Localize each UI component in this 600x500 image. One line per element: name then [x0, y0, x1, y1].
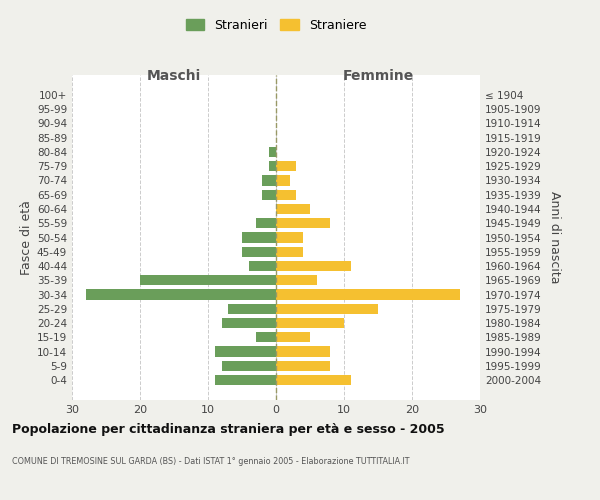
Bar	[215, 346, 276, 356]
Bar	[221, 360, 276, 371]
Bar	[262, 176, 276, 186]
Bar	[276, 275, 317, 285]
Bar	[242, 232, 276, 242]
Bar	[256, 218, 276, 228]
Bar	[262, 190, 276, 200]
Bar	[269, 147, 276, 157]
Bar	[249, 261, 276, 271]
Bar	[276, 304, 378, 314]
Bar	[140, 275, 276, 285]
Bar	[86, 290, 276, 300]
Bar	[276, 318, 344, 328]
Text: Popolazione per cittadinanza straniera per età e sesso - 2005: Popolazione per cittadinanza straniera p…	[12, 422, 445, 436]
Bar	[276, 190, 296, 200]
Bar	[269, 161, 276, 172]
Bar	[276, 218, 331, 228]
Bar	[276, 246, 303, 257]
Bar	[256, 332, 276, 342]
Text: COMUNE DI TREMOSINE SUL GARDA (BS) - Dati ISTAT 1° gennaio 2005 - Elaborazione T: COMUNE DI TREMOSINE SUL GARDA (BS) - Dat…	[12, 458, 409, 466]
Bar	[276, 261, 351, 271]
Bar	[215, 375, 276, 385]
Bar	[229, 304, 276, 314]
Text: Femmine: Femmine	[343, 70, 413, 84]
Bar	[276, 204, 310, 214]
Y-axis label: Fasce di età: Fasce di età	[20, 200, 33, 275]
Bar	[242, 246, 276, 257]
Bar	[276, 360, 331, 371]
Bar	[276, 176, 290, 186]
Text: Maschi: Maschi	[147, 70, 201, 84]
Bar	[276, 290, 460, 300]
Bar	[276, 332, 310, 342]
Bar	[276, 232, 303, 242]
Bar	[276, 375, 351, 385]
Bar	[221, 318, 276, 328]
Bar	[276, 346, 331, 356]
Bar	[276, 161, 296, 172]
Legend: Stranieri, Straniere: Stranieri, Straniere	[181, 14, 371, 37]
Y-axis label: Anni di nascita: Anni di nascita	[548, 191, 561, 284]
